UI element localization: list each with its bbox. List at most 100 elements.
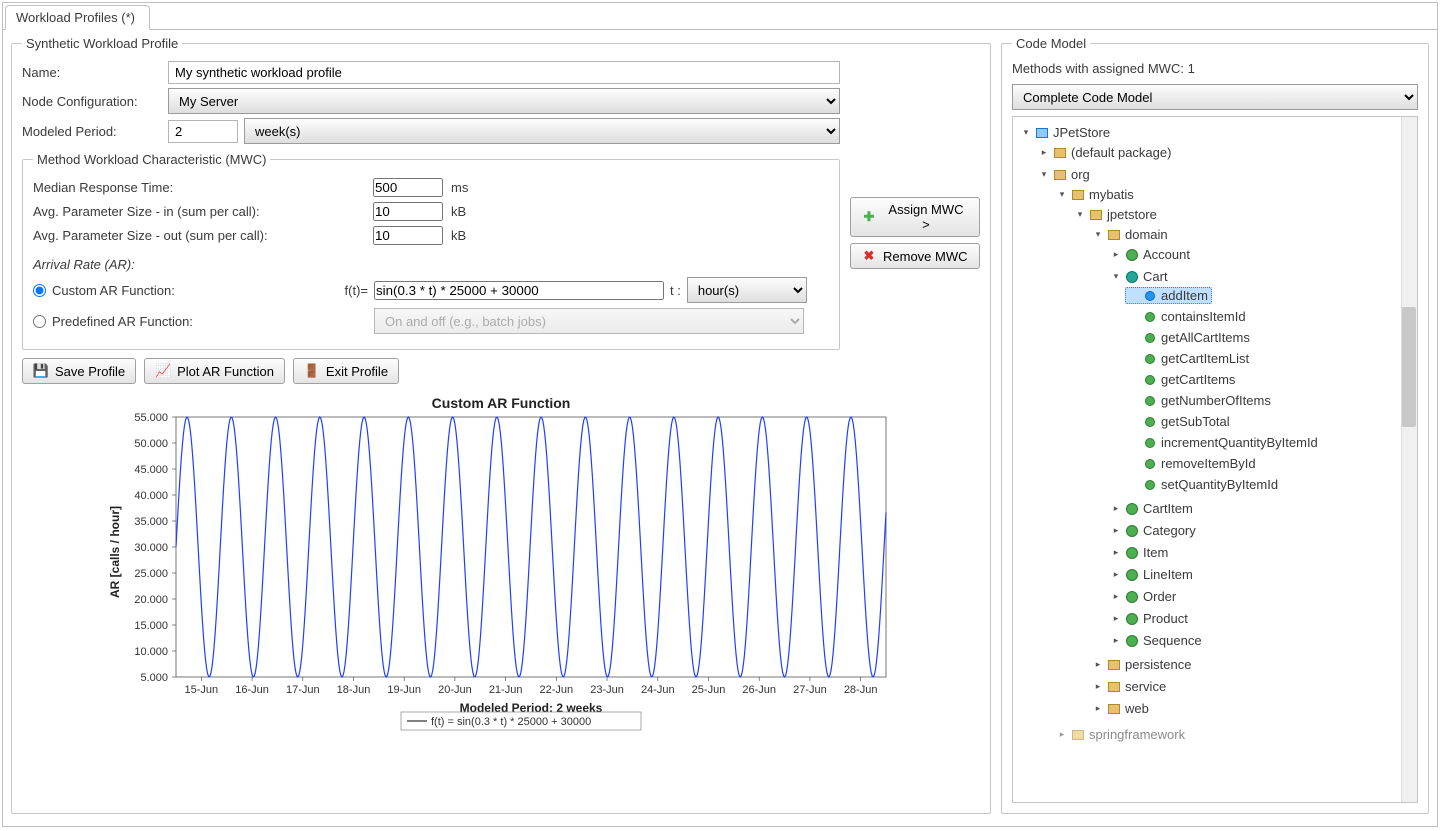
disclose-icon[interactable]: ▸ [1111, 250, 1121, 260]
disclose-icon[interactable] [1129, 480, 1139, 490]
disclose-icon[interactable]: ▸ [1111, 548, 1121, 558]
ar-chart: Custom AR Function AR [calls / hour] Mod… [101, 392, 901, 742]
ft-input[interactable] [374, 281, 664, 300]
disclose-icon[interactable]: ▸ [1111, 636, 1121, 646]
disclose-icon[interactable]: ▾ [1039, 170, 1049, 180]
tree-class-product[interactable]: ▸Product [1107, 610, 1192, 627]
scrollbar[interactable] [1401, 117, 1417, 802]
resp-input[interactable] [373, 178, 443, 197]
disclose-icon[interactable] [1129, 291, 1139, 301]
tree-pkg-jpetstore[interactable]: ▾jpetstore [1071, 206, 1161, 223]
method-icon [1143, 415, 1157, 429]
t-unit-select[interactable]: hour(s) [687, 277, 807, 303]
code-model-select[interactable]: Complete Code Model [1012, 84, 1418, 110]
svg-text:5.000: 5.000 [140, 672, 168, 684]
disclose-icon[interactable]: ▸ [1111, 614, 1121, 624]
disclose-icon[interactable]: ▸ [1057, 730, 1067, 740]
period-input[interactable] [168, 120, 238, 143]
disclose-icon[interactable] [1129, 438, 1139, 448]
disclose-icon[interactable]: ▸ [1111, 592, 1121, 602]
disclose-icon[interactable]: ▾ [1021, 128, 1031, 138]
svg-text:30.000: 30.000 [134, 542, 168, 554]
disclose-icon[interactable]: ▾ [1093, 230, 1103, 240]
disclose-icon[interactable] [1129, 459, 1139, 469]
disclose-icon[interactable]: ▾ [1075, 210, 1085, 220]
tree-class-cartitem[interactable]: ▸ CartItem [1107, 500, 1197, 517]
class-icon [1125, 270, 1139, 284]
tree-class-cart[interactable]: ▾Cart [1107, 268, 1172, 285]
nodecfg-select[interactable]: My Server [168, 88, 840, 114]
code-tree[interactable]: ▾JPetStore ▸(default package) ▾org ▾myba… [1012, 116, 1418, 803]
tree-method-getAllCartItems[interactable]: getAllCartItems [1125, 329, 1254, 346]
disclose-icon[interactable] [1129, 417, 1139, 427]
name-input[interactable] [168, 61, 840, 84]
t-label: t : [670, 283, 681, 298]
tree-method-addItem[interactable]: addItem [1125, 287, 1212, 304]
assign-label: Assign MWC > [883, 202, 969, 232]
tree-pkg-default[interactable]: ▸(default package) [1035, 144, 1175, 161]
disclose-icon[interactable] [1129, 333, 1139, 343]
custom-ar-radio[interactable] [33, 284, 46, 297]
svg-text:19-Jun: 19-Jun [387, 684, 421, 696]
disclose-icon[interactable]: ▸ [1039, 148, 1049, 158]
plot-button[interactable]: 📈 Plot AR Function [144, 358, 285, 384]
disclose-icon[interactable] [1129, 396, 1139, 406]
disclose-icon[interactable]: ▸ [1111, 504, 1121, 514]
scrollbar-thumb[interactable] [1402, 307, 1416, 427]
tree-method-getCartItems[interactable]: getCartItems [1125, 371, 1239, 388]
exit-profile-button[interactable]: 🚪 Exit Profile [293, 358, 399, 384]
tree-method-getNumberOfItems[interactable]: getNumberOfItems [1125, 392, 1275, 409]
svg-text:21-Jun: 21-Jun [489, 684, 523, 696]
exit-label: Exit Profile [326, 364, 388, 379]
svg-text:10.000: 10.000 [134, 646, 168, 658]
disclose-icon[interactable]: ▸ [1093, 682, 1103, 692]
disclose-icon[interactable] [1129, 354, 1139, 364]
tree-pkg-mybatis[interactable]: ▾mybatis [1053, 186, 1138, 203]
pin-input[interactable] [373, 202, 443, 221]
tree-class-order[interactable]: ▸Order [1107, 588, 1180, 605]
tree-label: CartItem [1143, 501, 1193, 516]
pout-input[interactable] [373, 226, 443, 245]
tree-method-incrementQuantityByItemId[interactable]: incrementQuantityByItemId [1125, 434, 1322, 451]
disclose-icon[interactable]: ▸ [1111, 526, 1121, 536]
svg-text:23-Jun: 23-Jun [590, 684, 624, 696]
disclose-icon[interactable]: ▸ [1093, 660, 1103, 670]
tree-class-account[interactable]: ▸Account [1107, 246, 1194, 263]
tree-pkg-service[interactable]: ▸service [1089, 678, 1170, 695]
save-profile-button[interactable]: 💾 Save Profile [22, 358, 136, 384]
disclose-icon[interactable] [1129, 375, 1139, 385]
tree-pkg-springframework[interactable]: ▸springframework [1053, 726, 1189, 743]
period-unit-select[interactable]: week(s) [244, 118, 840, 144]
tree-method-getCartItemList[interactable]: getCartItemList [1125, 350, 1253, 367]
pout-unit: kB [451, 228, 466, 243]
svg-text:25.000: 25.000 [134, 568, 168, 580]
tree-class-category[interactable]: ▸Category [1107, 522, 1200, 539]
package-icon [1107, 228, 1121, 242]
tree-method-getSubTotal[interactable]: getSubTotal [1125, 413, 1234, 430]
code-model-legend: Code Model [1012, 36, 1090, 51]
tree-class-lineitem[interactable]: ▸LineItem [1107, 566, 1197, 583]
tree-method-removeItemById[interactable]: removeItemById [1125, 455, 1260, 472]
tab-workload-profiles[interactable]: Workload Profiles (*) [5, 5, 150, 30]
disclose-icon[interactable]: ▾ [1057, 190, 1067, 200]
chart-title: Custom AR Function [432, 395, 571, 411]
disclose-icon[interactable] [1129, 312, 1139, 322]
tree-label: getCartItems [1161, 372, 1235, 387]
tree-class-sequence[interactable]: ▸Sequence [1107, 632, 1206, 649]
tree-pkg-web[interactable]: ▸web [1089, 700, 1153, 717]
tree-pkg-org[interactable]: ▾org [1035, 166, 1094, 183]
disclose-icon[interactable]: ▸ [1111, 570, 1121, 580]
predef-ar-radio[interactable] [33, 315, 46, 328]
assign-mwc-button[interactable]: ✚ Assign MWC > [850, 197, 980, 237]
tree-method-setQuantityByItemId[interactable]: setQuantityByItemId [1125, 476, 1282, 493]
disclose-icon[interactable]: ▾ [1111, 272, 1121, 282]
disclose-icon[interactable]: ▸ [1093, 704, 1103, 714]
tree-method-containsItemId[interactable]: containsItemId [1125, 308, 1250, 325]
remove-mwc-button[interactable]: ✖ Remove MWC [850, 243, 980, 269]
tree-pkg-persistence[interactable]: ▸persistence [1089, 656, 1195, 673]
class-icon [1125, 546, 1139, 560]
tree-root[interactable]: ▾JPetStore [1017, 124, 1114, 141]
tree-class-item[interactable]: ▸Item [1107, 544, 1172, 561]
svg-text:27-Jun: 27-Jun [793, 684, 827, 696]
tree-pkg-domain[interactable]: ▾domain [1089, 226, 1172, 243]
